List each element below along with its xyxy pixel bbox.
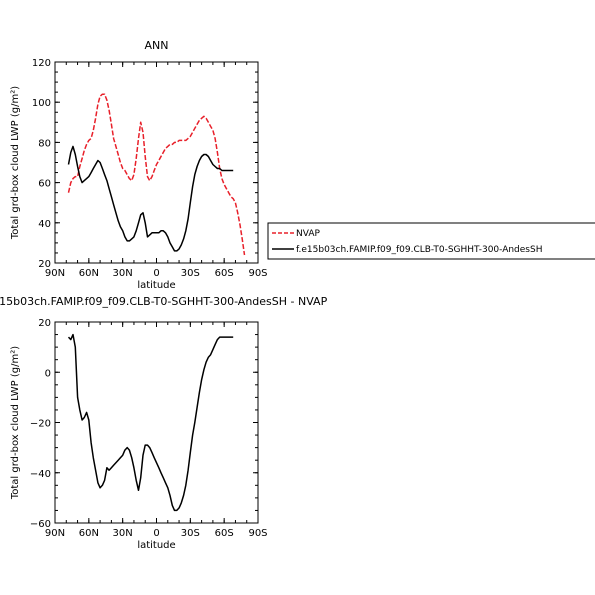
x-tick-label: 90S <box>248 528 267 539</box>
x-tick-label: 30S <box>181 268 200 279</box>
y-axis-label: Total grd-box cloud LWP (g/m²) <box>10 346 21 500</box>
legend-label: NVAP <box>296 229 320 239</box>
x-tick-label: 60N <box>79 528 99 539</box>
series-line-1 <box>67 333 234 512</box>
y-tick-label: 40 <box>38 219 51 230</box>
x-tick-label: 60S <box>215 528 234 539</box>
series-line-1 <box>67 93 246 256</box>
y-tick-label: 100 <box>32 98 51 109</box>
x-axis-label: latitude <box>137 540 175 551</box>
y-tick-label: 80 <box>38 138 51 149</box>
y-axis-label: Total grd-box cloud LWP (g/m²) <box>10 86 21 240</box>
chart-2: 90N 60N 30N 0 30S 60S 90S −60 −40 −20 0 20 f.e15b03c… <box>0 295 328 551</box>
legend: NVAP f.e15b03ch.FAMIP.f09_f09.CLB-T0-SGHH… <box>267 222 595 260</box>
legend-box <box>267 222 595 260</box>
y-tick-label: −60 <box>30 519 51 530</box>
chart-1: 90N 60N 30N 0 30S 60S 90S 20 40 60 80 100 120 ANN lati… <box>10 39 595 291</box>
series-line-2 <box>67 145 234 252</box>
x-tick-label: 90N <box>45 268 65 279</box>
y-tick-label: 120 <box>32 58 51 69</box>
x-tick-label: 90N <box>45 528 65 539</box>
legend-label: f.e15b03ch.FAMIP.f09_f09.CLB-T0-SGHHT-30… <box>296 245 542 255</box>
x-axis-label: latitude <box>137 280 175 291</box>
x-tick-label: 0 <box>153 528 159 539</box>
y-tick-label: 0 <box>45 368 51 379</box>
x-tick-label: 30S <box>181 528 200 539</box>
x-tick-label: 0 <box>153 268 159 279</box>
x-tick-label: 30N <box>113 528 133 539</box>
x-tick-label: 60N <box>79 268 99 279</box>
y-tick-label: 20 <box>38 318 51 329</box>
y-tick-label: −40 <box>30 469 51 480</box>
y-tick-label: 60 <box>38 179 51 190</box>
x-tick-label: 60S <box>215 268 234 279</box>
plot-frame <box>54 321 259 524</box>
chart-title: f.e15b03ch.FAMIP.f09_f09.CLB-T0-SGHHT-30… <box>0 295 328 308</box>
chart-title: ANN <box>145 39 169 52</box>
x-tick-label: 90S <box>248 268 267 279</box>
y-tick-label: 20 <box>38 259 51 270</box>
y-tick-label: −20 <box>30 419 51 430</box>
x-tick-label: 30N <box>113 268 133 279</box>
